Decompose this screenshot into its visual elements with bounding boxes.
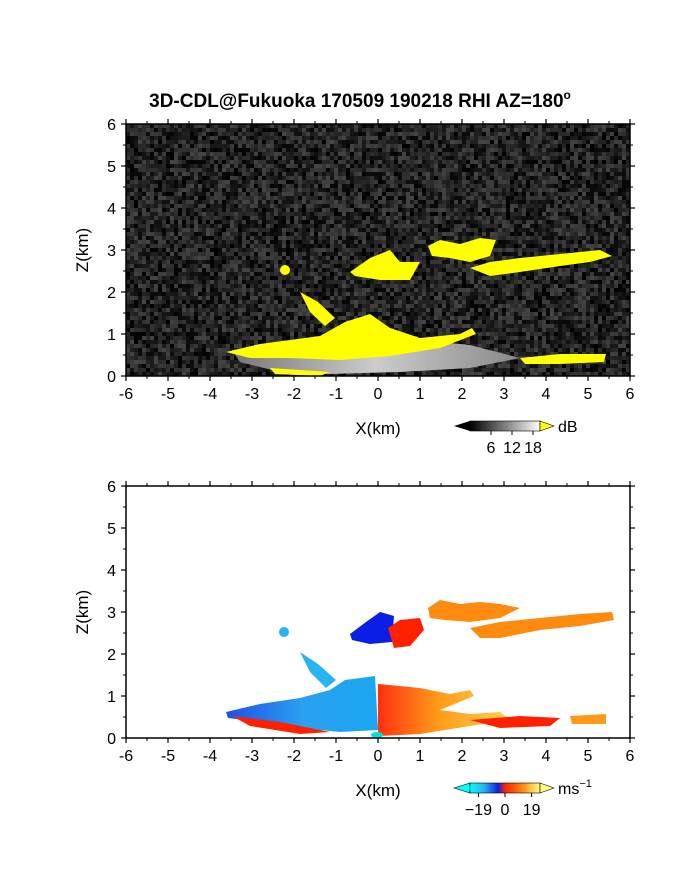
x-tick-label: -1 bbox=[329, 386, 343, 403]
x-tick-label: 1 bbox=[416, 386, 425, 403]
xlabel-1: X(km) bbox=[355, 419, 400, 438]
velocity-panel: -6 -5 -4 -3 -2 -1 0 1 2 3 4 5 6 0 1 2 3 4 5 6 X(km) Z(km) −… bbox=[73, 479, 635, 819]
x-tick-label: 2 bbox=[458, 386, 467, 403]
x-tick-label: -3 bbox=[245, 748, 259, 765]
y-tick-label: 4 bbox=[107, 201, 116, 218]
x-tick-label: 5 bbox=[584, 386, 593, 403]
yellow-echo-low bbox=[226, 314, 476, 360]
colorbar-1-body bbox=[469, 420, 541, 432]
y-tick-label: 0 bbox=[107, 731, 116, 748]
x-tick-label: 6 bbox=[626, 748, 635, 765]
figure-title: 3D-CDL@Fukuoka 170509 190218 RHI AZ=180o bbox=[149, 88, 571, 112]
x-tick-label: 5 bbox=[584, 748, 593, 765]
velocity-receding-low bbox=[378, 684, 510, 736]
colorbar-tick-label: 6 bbox=[487, 440, 496, 457]
velocity-upper-orange-left bbox=[428, 600, 520, 622]
x-tick-label: -1 bbox=[329, 748, 343, 765]
x-tick-label: -4 bbox=[203, 748, 217, 765]
x-tick-label: 0 bbox=[374, 748, 383, 765]
x-tick-label: 4 bbox=[542, 386, 551, 403]
colorbar-2: −19 0 19 ms−1 bbox=[452, 778, 592, 819]
echo-overlay bbox=[226, 238, 612, 376]
y-tick-label: 6 bbox=[107, 117, 116, 134]
colorbar-2-unit: ms−1 bbox=[558, 778, 592, 798]
yellow-echo-mid bbox=[300, 292, 335, 326]
ylabel-2: Z(km) bbox=[73, 590, 92, 634]
yellow-echo-blob bbox=[280, 265, 290, 275]
ticks-2: -6 -5 -4 -3 -2 -1 0 1 2 3 4 5 6 0 1 2 3 4 5 6 bbox=[107, 479, 635, 765]
colorbar-2-right-arrow bbox=[539, 782, 555, 794]
ylabel-1: Z(km) bbox=[73, 228, 92, 272]
x-tick-label: -2 bbox=[287, 748, 301, 765]
y-tick-label: 0 bbox=[107, 369, 116, 386]
x-tick-label: -6 bbox=[119, 386, 133, 403]
colorbar-1-left-arrow bbox=[454, 421, 470, 431]
y-tick-label: 2 bbox=[107, 285, 116, 302]
velocity-red-edge-right bbox=[470, 716, 560, 728]
colorbar-1: 6 12 18 dB bbox=[454, 419, 578, 457]
x-tick-label: 6 bbox=[626, 386, 635, 403]
yellow-echo-upper-right bbox=[470, 250, 612, 276]
x-tick-label: 3 bbox=[500, 748, 509, 765]
x-tick-label: 3 bbox=[500, 386, 509, 403]
colorbar-tick-label: −19 bbox=[465, 802, 492, 819]
y-tick-label: 1 bbox=[107, 327, 116, 344]
velocity-zero-spot bbox=[371, 732, 383, 738]
velocity-blob bbox=[279, 627, 289, 637]
velocity-right-low bbox=[570, 714, 606, 724]
y-tick-label: 4 bbox=[107, 563, 116, 580]
velocity-upper-red bbox=[388, 618, 424, 648]
yellow-echo-right-low bbox=[520, 354, 606, 364]
velocity-field bbox=[226, 600, 614, 738]
colorbar-2-left-arrow bbox=[452, 782, 471, 794]
x-tick-label: -5 bbox=[161, 386, 175, 403]
colorbar-tick-label: 12 bbox=[503, 440, 521, 457]
xlabel-2: X(km) bbox=[355, 781, 400, 800]
y-tick-label: 3 bbox=[107, 243, 116, 260]
x-tick-label: -5 bbox=[161, 748, 175, 765]
velocity-blue-tongue bbox=[300, 652, 336, 688]
y-tick-label: 5 bbox=[107, 159, 116, 176]
ticks-1: -6 -5 -4 -3 -2 -1 0 1 2 3 4 5 6 0 1 2 3 4 5 6 bbox=[107, 117, 635, 403]
x-tick-label: -2 bbox=[287, 386, 301, 403]
velocity-approaching-low bbox=[226, 676, 378, 732]
x-tick-label: 2 bbox=[458, 748, 467, 765]
colorbar-tick-label: 19 bbox=[523, 802, 541, 819]
velocity-upper-orange-right bbox=[470, 612, 614, 638]
yellow-echo-upper-left bbox=[350, 250, 420, 280]
colorbar-1-ticks: 6 12 18 bbox=[487, 431, 542, 457]
noise-background bbox=[126, 124, 630, 376]
colorbar-1-right-arrow bbox=[539, 420, 555, 432]
colorbar-2-body bbox=[469, 782, 541, 794]
y-tick-label: 1 bbox=[107, 689, 116, 706]
colorbar-1-unit: dB bbox=[558, 419, 578, 436]
x-tick-label: -4 bbox=[203, 386, 217, 403]
colorbar-tick-label: 0 bbox=[501, 802, 510, 819]
y-tick-label: 2 bbox=[107, 647, 116, 664]
yellow-echo-ground bbox=[270, 368, 330, 376]
x-tick-label: 1 bbox=[416, 748, 425, 765]
velocity-red-edge-left bbox=[232, 716, 330, 734]
y-tick-label: 6 bbox=[107, 479, 116, 496]
colorbar-tick-label: 18 bbox=[524, 440, 542, 457]
y-tick-label: 3 bbox=[107, 605, 116, 622]
x-tick-label: 4 bbox=[542, 748, 551, 765]
x-tick-label: -3 bbox=[245, 386, 259, 403]
velocity-upper-blue bbox=[350, 612, 394, 644]
x-tick-label: -6 bbox=[119, 748, 133, 765]
yellow-echo-upper-mid bbox=[428, 238, 496, 262]
y-tick-label: 5 bbox=[107, 521, 116, 538]
x-tick-label: 0 bbox=[374, 386, 383, 403]
colorbar-2-ticks: −19 0 19 bbox=[465, 793, 541, 819]
